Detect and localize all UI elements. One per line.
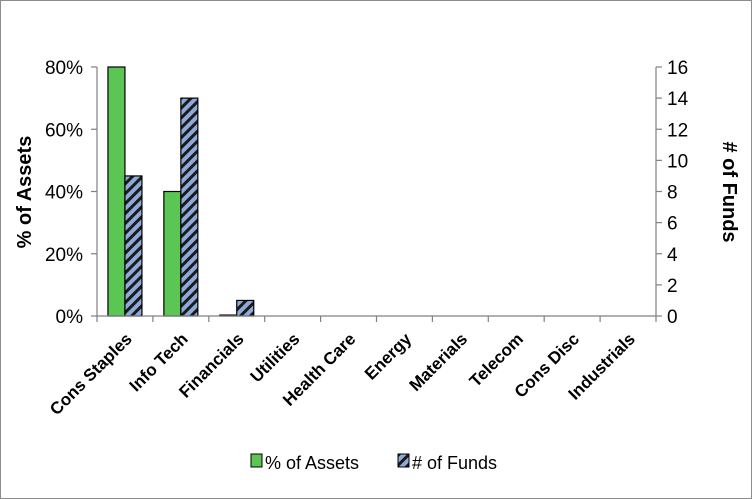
y-left-tick-label: 80%: [45, 58, 83, 79]
x-category-label: Energy: [361, 329, 416, 384]
bar-assets-0: [107, 66, 126, 317]
bar-funds-2: [236, 299, 255, 317]
bar-assets-1: [163, 190, 182, 317]
y-right-tick-label: 4: [667, 245, 678, 266]
y-right-tick-label: 8: [667, 183, 678, 204]
legend-label-assets: % of Assets: [265, 453, 359, 473]
y-left-axis-title: % of Assets: [14, 136, 36, 249]
y-right-tick-label: 2: [667, 276, 678, 297]
legend-swatch-funds: [397, 453, 410, 468]
y-right-tick-label: 14: [667, 89, 689, 110]
y-right-tick-label: 12: [667, 120, 688, 141]
x-category-label: Cons Staples: [46, 329, 136, 419]
y-left-tick-label: 40%: [45, 183, 83, 204]
bar-funds-0: [124, 175, 143, 317]
y-left-tick-label: 20%: [45, 245, 83, 266]
legend-label-funds: # of Funds: [412, 453, 497, 473]
y-right-tick-label: 0: [667, 307, 678, 328]
y-right-tick-label: 16: [667, 58, 688, 79]
bar-funds-1: [180, 97, 199, 317]
y-right-axis-title: # of Funds: [718, 141, 740, 242]
y-right-tick-label: 6: [667, 214, 678, 235]
y-left-tick-label: 60%: [45, 120, 83, 141]
y-left-tick-label: 0%: [56, 307, 84, 328]
x-category-label: Utilities: [247, 329, 304, 386]
x-category-label: Materials: [406, 329, 472, 395]
y-right-tick-label: 10: [667, 151, 688, 172]
legend-swatch-assets: [250, 453, 263, 468]
